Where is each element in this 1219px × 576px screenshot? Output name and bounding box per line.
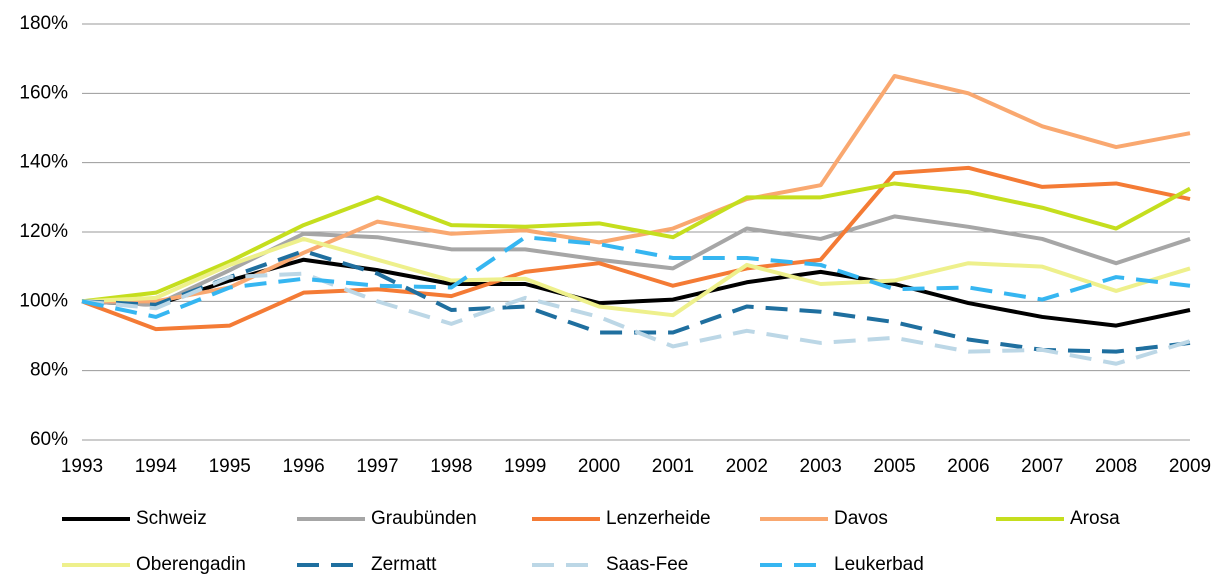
- series-line: [81, 271, 1191, 366]
- series-line: [81, 236, 1191, 318]
- x-tick-label: 2000: [578, 456, 620, 477]
- x-tick-label: 1996: [282, 456, 324, 477]
- x-tick-label: 2009: [1169, 456, 1211, 477]
- x-tick-label: 1994: [135, 456, 178, 477]
- legend-label: Graubünden: [371, 508, 477, 529]
- x-tick-label: 2005: [873, 456, 915, 477]
- x-tick-label: 2003: [800, 456, 842, 477]
- y-tick-label: 80%: [30, 360, 68, 381]
- y-tick-label: 100%: [19, 290, 68, 311]
- legend-label: Davos: [834, 508, 888, 529]
- y-tick-label: 180%: [19, 13, 68, 34]
- legend-label: Arosa: [1070, 508, 1120, 529]
- x-tick-label: 2007: [1021, 456, 1063, 477]
- y-tick-label: 160%: [19, 82, 68, 103]
- legend-label: Zermatt: [371, 554, 437, 575]
- series-line: [81, 165, 1191, 332]
- x-tick-label: 2006: [947, 456, 989, 477]
- y-tick-label: 120%: [19, 221, 68, 242]
- legend-label: Leukerbad: [834, 554, 924, 575]
- series-line: [81, 181, 1191, 304]
- x-tick-label: 2001: [652, 456, 694, 477]
- legend-label: Oberengadin: [136, 554, 246, 575]
- legend-label: Lenzerheide: [606, 508, 711, 529]
- x-tick-label: 2002: [726, 456, 768, 477]
- series-line: [82, 74, 1191, 304]
- legend-label: Saas-Fee: [606, 554, 688, 575]
- legend-label: Schweiz: [136, 508, 207, 529]
- x-tick-label: 1998: [430, 456, 472, 477]
- x-tick-label: 1995: [209, 456, 251, 477]
- x-tick-label: 1999: [504, 456, 546, 477]
- x-tick-label: 1993: [61, 456, 103, 477]
- y-tick-label: 140%: [19, 152, 68, 173]
- series-line: [81, 235, 1191, 319]
- y-tick-label: 60%: [30, 429, 68, 450]
- x-tick-label: 2008: [1095, 456, 1137, 477]
- x-tick-label: 1997: [356, 456, 398, 477]
